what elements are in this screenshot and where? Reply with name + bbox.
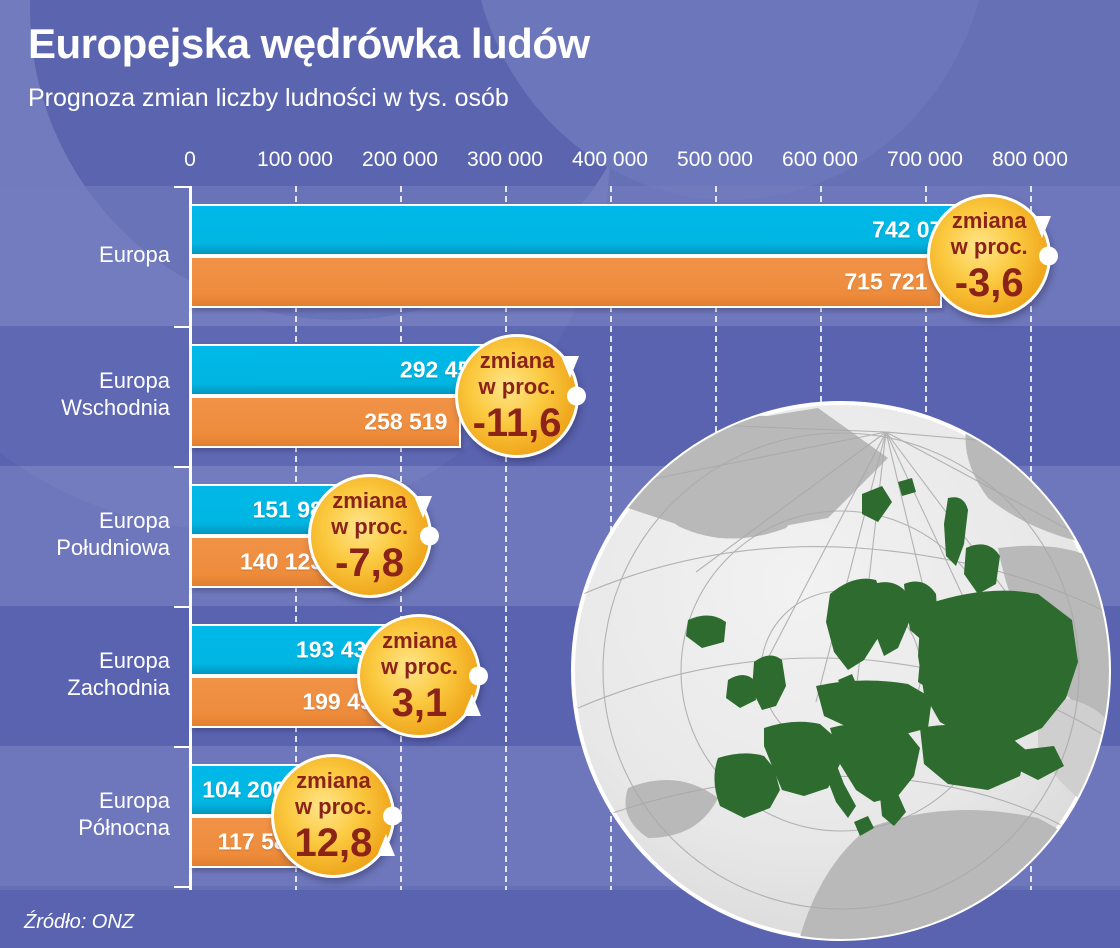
axis-tick-label: 700 000	[887, 148, 963, 171]
axis-tick-mark	[174, 606, 190, 608]
axis-tick-mark	[174, 886, 190, 888]
axis-tick-label: 300 000	[467, 148, 543, 171]
axis-tick-label: 500 000	[677, 148, 753, 171]
row-label: Europa	[0, 242, 186, 269]
bar-orange[interactable]: 715 721	[190, 256, 942, 308]
badge-anchor-dot	[567, 386, 587, 406]
row-label-line1: Europa	[99, 508, 170, 533]
arrow-down-icon	[561, 356, 580, 378]
row-label: Europa Wschodnia	[0, 368, 186, 422]
arrow-up-icon	[463, 694, 482, 716]
source-note: Źródło: ONZ	[24, 911, 135, 933]
badge-label-line2: w proc.	[294, 794, 372, 819]
badge-label-line2: w proc.	[331, 514, 409, 539]
europe-globe-map	[568, 398, 1114, 944]
arrow-up-icon	[377, 834, 396, 856]
badge-anchor-dot	[383, 806, 403, 826]
change-badge[interactable]: zmiana w proc. 3,1	[357, 614, 489, 738]
row-label-line1: Europa	[99, 368, 170, 393]
header: Europejska wędrówka ludów Prognoza zmian…	[0, 0, 1120, 140]
x-axis-labels: 0 100 000 200 000 300 000 400 000 500 000 600 …	[0, 148, 1120, 176]
bar-orange[interactable]: 140 123	[190, 536, 338, 588]
row-label: Europa Północna	[0, 788, 186, 842]
chart-row: Europa Zachodnia 193 431 199 496 zmiana w pro…	[0, 606, 1120, 746]
bar-value-orange: 715 721	[844, 268, 928, 295]
bar-blue[interactable]: 292 454	[190, 344, 498, 396]
page-title: Europejska wędrówka ludów	[28, 20, 590, 67]
axis-tick-label: 100 000	[257, 148, 333, 171]
row-label-line2: Południowa	[56, 534, 170, 560]
bar-blue[interactable]: 742 074	[190, 204, 970, 256]
badge-label-line2: w proc.	[950, 234, 1028, 259]
badge-label-line1: zmiana	[479, 348, 555, 374]
badge-anchor-dot	[1039, 246, 1059, 266]
badge-anchor-dot	[419, 526, 439, 546]
arrow-down-icon	[413, 496, 432, 518]
axis-tick-label: 400 000	[572, 148, 648, 171]
change-badge[interactable]: zmiana w proc. 12,8	[271, 754, 403, 878]
axis-tick-mark	[174, 466, 190, 468]
arrow-down-icon	[1033, 216, 1052, 238]
badge-anchor-dot	[469, 666, 489, 686]
row-label-line1: Europa	[99, 242, 170, 267]
badge-label-line2: w proc.	[380, 654, 458, 679]
row-label-line1: Europa	[99, 648, 170, 673]
badge-change-value: 3,1	[391, 680, 448, 725]
change-badge[interactable]: zmiana w proc. -11,6	[455, 334, 587, 458]
axis-tick-mark	[174, 746, 190, 748]
chart-row: Europa 742 074 715 721 zmiana w proc. -3,6	[0, 186, 1120, 326]
badge-change-value: -11,6	[472, 400, 562, 445]
axis-tick-mark	[174, 326, 190, 328]
row-label-line2: Północna	[78, 814, 170, 840]
chart-row: Europa Północna 104 200 117 583 zmiana w proc…	[0, 746, 1120, 886]
badge-label-line2: w proc.	[478, 374, 556, 399]
badge-change-value: 12,8	[294, 820, 373, 865]
axis-tick-label: 600 000	[782, 148, 858, 171]
chart-row: Europa Południowa 151 989 140 123 zmiana w pr…	[0, 466, 1120, 606]
axis-tick-label: 0	[184, 148, 196, 171]
row-label-line1: Europa	[99, 788, 170, 813]
axis-tick-label: 200 000	[362, 148, 438, 171]
bar-value-orange: 140 123	[239, 548, 324, 575]
badge-label-line1: zmiana	[951, 208, 1027, 234]
bar-value-orange: 258 519	[364, 408, 448, 435]
axis-tick-mark	[174, 186, 190, 188]
row-label: Europa Południowa	[0, 508, 186, 562]
axis-tick-label: 800 000	[992, 148, 1068, 171]
page-subtitle: Prognoza zmian liczby ludności w tys. os…	[28, 84, 509, 112]
bar-value-blue: 104 200	[202, 776, 286, 803]
row-label-line2: Wschodnia	[61, 394, 170, 420]
row-label-line2: Zachodnia	[67, 674, 170, 700]
bar-orange[interactable]: 199 496	[190, 676, 400, 728]
gridline	[505, 186, 507, 892]
badge-label-line1: zmiana	[296, 768, 371, 794]
badge-label-line1: zmiana	[332, 488, 407, 514]
chart-row: Europa Wschodnia 292 454 258 519 zmiana w pro…	[0, 326, 1120, 466]
row-label: Europa Zachodnia	[0, 648, 186, 702]
badge-change-value: -3,6	[954, 260, 1024, 305]
badge-change-value: -7,8	[335, 540, 405, 585]
badge-label-line1: zmiana	[382, 628, 457, 654]
change-badge[interactable]: zmiana w proc. -3,6	[927, 194, 1059, 318]
bar-orange[interactable]: 258 519	[190, 396, 462, 448]
change-badge[interactable]: zmiana w proc. -7,8	[307, 474, 439, 598]
